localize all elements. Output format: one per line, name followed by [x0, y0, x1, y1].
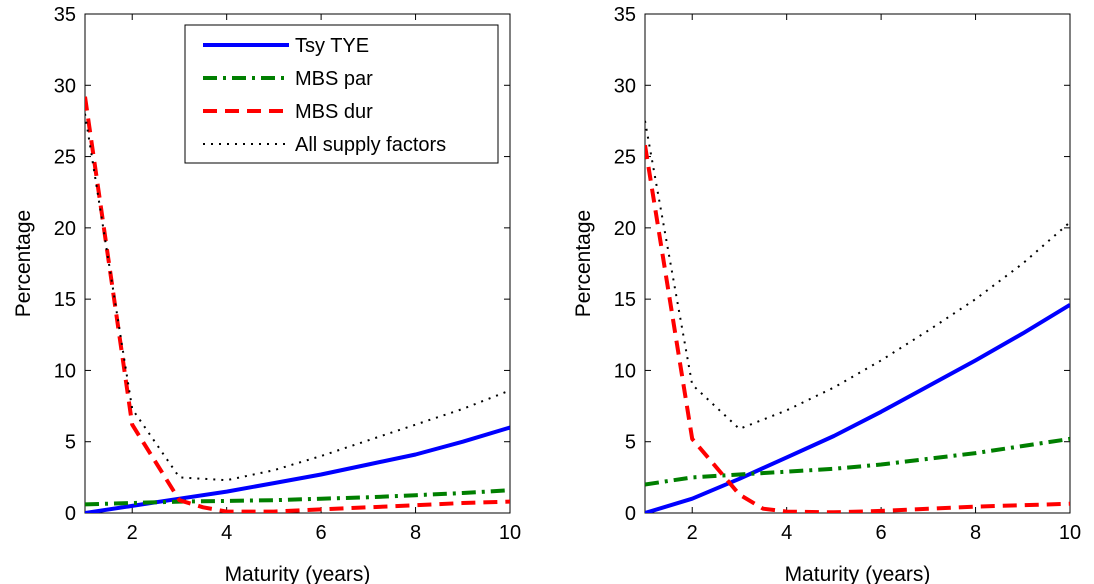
x-tick-label: 10	[499, 522, 521, 544]
y-tick-label: 10	[614, 360, 636, 382]
y-tick-label: 15	[54, 289, 76, 311]
y-tick-label: 5	[625, 432, 636, 454]
y-tick-label: 30	[54, 75, 76, 97]
series-line-3	[85, 113, 510, 482]
y-axis-label: Percentage	[12, 210, 35, 317]
y-tick-label: 30	[614, 75, 636, 97]
x-tick-label: 2	[687, 522, 698, 544]
legend-entry-label: All supply factors	[295, 134, 446, 156]
chart-panel-left: 0 5 10 15 20 25 30 35 2 4 6 8 10 Maturity (years) Perc…	[12, 4, 521, 584]
chart-panel-right: 0 5 10 15 20 25 30 35 2 4 6 8 10 Maturity (years) Perc…	[572, 4, 1081, 584]
legend: Tsy TYE MBS par MBS dur All supply factors	[184, 24, 499, 164]
y-tick-label: 35	[54, 4, 76, 26]
x-tick-label: 8	[970, 522, 981, 544]
y-tick-label: 0	[625, 503, 636, 525]
axes-box	[84, 13, 511, 514]
series-line-3	[645, 120, 1070, 430]
x-tick-label: 10	[1059, 522, 1081, 544]
y-axis-label: Percentage	[572, 210, 595, 317]
x-tick-label: 4	[221, 522, 232, 544]
x-tick-label: 6	[316, 522, 327, 544]
x-axis-label: Maturity (years)	[225, 563, 371, 584]
x-tick-label: 2	[127, 522, 138, 544]
y-tick-label: 20	[614, 218, 636, 240]
series-line-2	[85, 96, 510, 513]
legend-box	[184, 24, 499, 164]
y-tick-label: 25	[614, 147, 636, 169]
x-tick-label: 4	[781, 522, 792, 544]
series-line-2	[645, 144, 1070, 513]
series-line-0	[645, 303, 1070, 513]
legend-entry-label: MBS par	[295, 68, 373, 90]
legend-entry-label: Tsy TYE	[295, 35, 369, 57]
x-tick-label: 6	[876, 522, 887, 544]
axes-box	[644, 13, 1071, 514]
y-tick-label: 10	[54, 360, 76, 382]
y-tick-label: 5	[65, 432, 76, 454]
series-line-1	[85, 488, 510, 507]
y-tick-label: 15	[614, 289, 636, 311]
x-tick-label: 8	[410, 522, 421, 544]
legend-entry-label: MBS dur	[295, 101, 373, 123]
y-tick-label: 25	[54, 147, 76, 169]
series-line-1	[645, 436, 1070, 487]
y-tick-label: 35	[614, 4, 636, 26]
y-tick-label: 0	[65, 503, 76, 525]
x-axis-label: Maturity (years)	[785, 563, 931, 584]
y-tick-label: 20	[54, 218, 76, 240]
